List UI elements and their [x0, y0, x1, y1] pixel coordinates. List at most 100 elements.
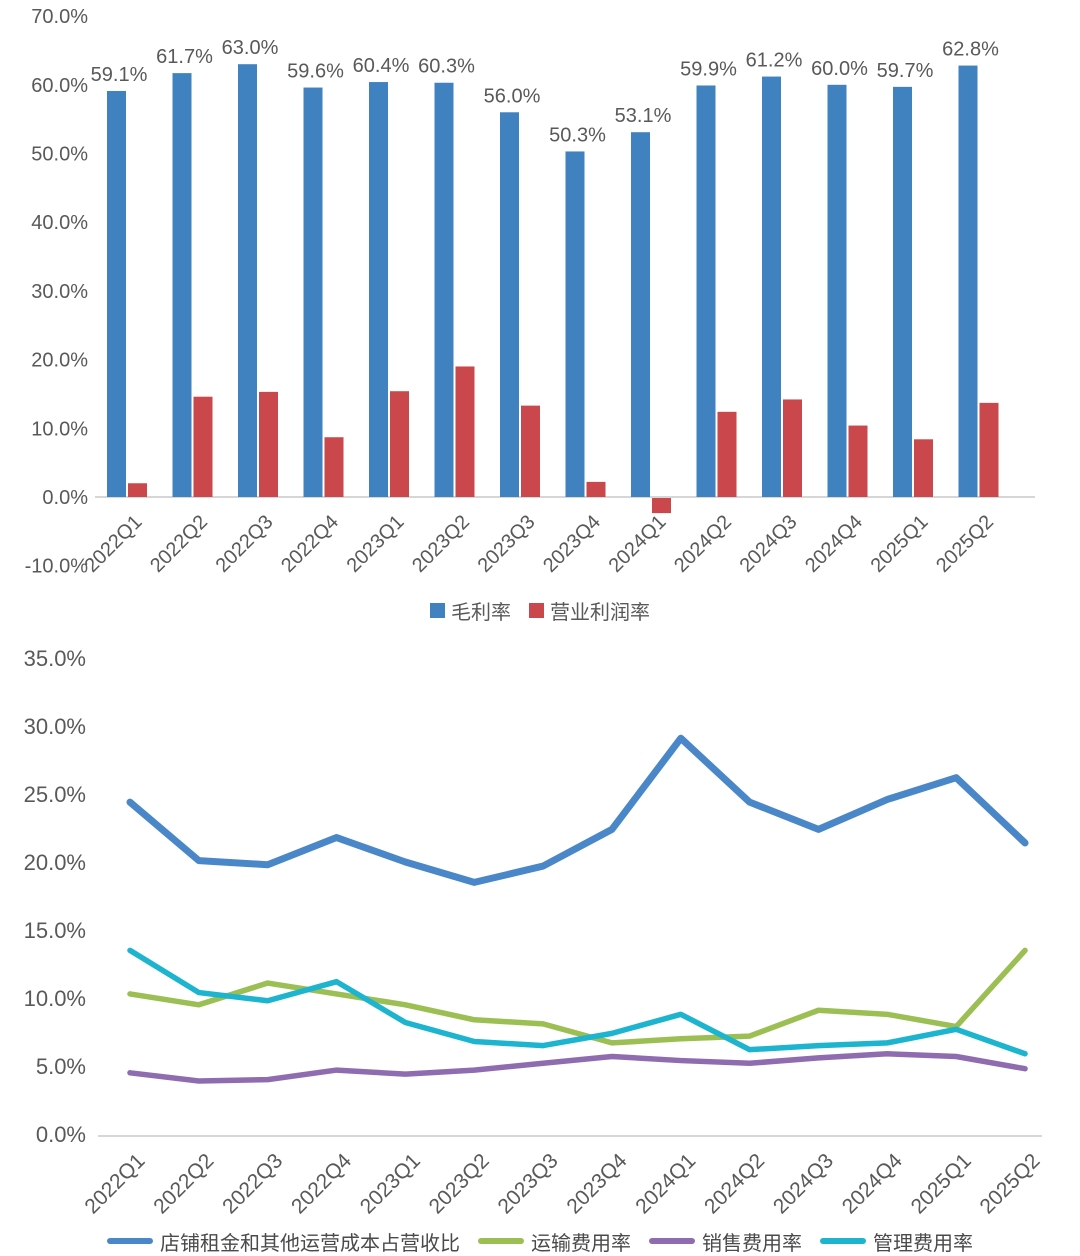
y-axis-tick-label: 20.0% [31, 350, 88, 372]
x-category-label: 2024Q2 [670, 511, 736, 577]
legend-swatch [430, 602, 445, 618]
bar-data-label: 59.9% [680, 58, 737, 80]
bar-data-label: 59.1% [91, 64, 148, 86]
bar-operating-margin [455, 366, 475, 497]
x-category-label: 2025Q2 [932, 511, 998, 577]
bar-gross-margin [303, 87, 323, 497]
bar-gross-margin [631, 132, 650, 497]
x-category-label: 2024Q2 [700, 1149, 769, 1218]
bar-operating-margin [586, 481, 606, 497]
bar-operating-margin [128, 483, 147, 497]
y-axis-tick-label: 50.0% [31, 144, 88, 166]
bar-data-label: 60.0% [811, 58, 868, 80]
bar-operating-margin [914, 439, 933, 497]
bar-operating-margin [979, 402, 999, 497]
x-category-label: 2025Q2 [975, 1149, 1044, 1218]
x-category-label: 2024Q3 [769, 1149, 838, 1218]
bar-gross-margin [434, 82, 454, 497]
x-category-label: 2022Q3 [212, 511, 278, 577]
bar-gross-margin [107, 90, 126, 497]
series-line-0 [126, 734, 1029, 886]
legend-item: 运输费用率 [478, 1227, 631, 1256]
y-axis-tick-label: 5.0% [36, 1054, 86, 1079]
x-category-label: 2022Q4 [277, 511, 343, 577]
legend-swatch [529, 602, 544, 618]
x-category-label: 2023Q3 [494, 1149, 563, 1218]
bar-operating-margin [324, 437, 344, 497]
x-category-label: 2023Q2 [425, 1149, 494, 1218]
bar-gross-margin [369, 82, 388, 497]
legend-label: 销售费用率 [702, 1232, 802, 1255]
legend-swatch [649, 1238, 695, 1244]
x-category-label: 2022Q3 [218, 1149, 287, 1218]
x-category-label: 2022Q2 [146, 511, 212, 577]
bar-data-label: 59.7% [877, 60, 934, 82]
x-category-label: 2022Q1 [80, 1149, 149, 1218]
bar-operating-margin [259, 391, 278, 497]
bar-data-label: 61.7% [156, 46, 213, 68]
bar-operating-margin [717, 411, 737, 497]
x-category-label: 2024Q4 [838, 1149, 907, 1218]
y-axis-tick-label: -10.0% [25, 556, 89, 578]
y-axis-tick-label: 10.0% [31, 418, 88, 440]
x-category-label: 2023Q4 [562, 1149, 631, 1218]
y-axis-tick-label: 30.0% [24, 714, 86, 739]
bar-data-label: 60.3% [418, 56, 475, 78]
x-category-label: 2023Q1 [356, 1149, 425, 1218]
x-category-label: 2025Q1 [907, 1149, 976, 1218]
bar-gross-margin [565, 151, 585, 497]
bar-gross-margin [893, 86, 912, 498]
y-axis-tick-label: 70.0% [31, 6, 88, 28]
bar-data-label: 56.0% [484, 85, 541, 107]
legend-label: 营业利润率 [550, 601, 650, 624]
legend-label: 店铺租金和其他运营成本占营收比 [160, 1232, 460, 1255]
x-category-label: 2024Q3 [736, 511, 802, 577]
x-category-label: 2022Q1 [81, 511, 147, 577]
legend-item: 管理费用率 [820, 1227, 973, 1256]
x-category-label: 2024Q1 [631, 1149, 700, 1218]
bar-operating-margin [193, 396, 213, 497]
series-line-1 [127, 947, 1028, 1046]
x-category-label: 2022Q4 [287, 1149, 356, 1218]
x-category-label: 2024Q1 [605, 511, 671, 577]
bar-operating-margin [848, 425, 868, 497]
y-axis-tick-label: 15.0% [24, 918, 86, 943]
x-category-label: 2023Q1 [343, 511, 409, 577]
x-category-label: 2023Q3 [474, 511, 540, 577]
bar-gross-margin [172, 73, 192, 497]
bar-gross-margin [696, 85, 716, 497]
y-axis-tick-label: 30.0% [31, 281, 88, 303]
legend-item: 店铺租金和其他运营成本占营收比 [107, 1227, 460, 1256]
y-axis-tick-label: 35.0% [24, 646, 86, 671]
series-line-3 [127, 947, 1028, 1057]
legend-item: 销售费用率 [649, 1227, 802, 1256]
x-category-label: 2024Q4 [801, 511, 867, 577]
y-axis-tick-label: 20.0% [24, 850, 86, 875]
bar-data-label: 50.3% [549, 124, 606, 146]
gross-margin-bar-chart: 70.0% 60.0% 50.0% 40.0% 30.0% 20.0% 10.0% 0.0% -… [25, 6, 1035, 578]
bar-operating-margin-negative [652, 498, 671, 514]
bar-data-label: 59.6% [287, 61, 344, 83]
line-chart-legend: 店铺租金和其他运营成本占营收比 运输费用率 销售费用率 管理费用率 [0, 1227, 1080, 1256]
bar-data-label: 60.4% [353, 55, 410, 77]
legend-item: 毛利率 [430, 596, 511, 625]
legend-item: 营业利润率 [529, 596, 650, 625]
y-axis-tick-label: 60.0% [31, 75, 88, 97]
legend-swatch [478, 1238, 524, 1244]
bar-operating-margin [390, 391, 409, 497]
expense-ratio-plot-area: 35.0%30.0%25.0%20.0%15.0%10.0%5.0%0.0%20… [24, 646, 1045, 1218]
bar-gross-margin [238, 64, 257, 497]
bar-gross-margin [827, 84, 847, 498]
gross-margin-plot-area: 70.0% 60.0% 50.0% 40.0% 30.0% 20.0% 10.0% 0.0% -… [25, 6, 1035, 578]
y-axis-tick-label: 0.0% [36, 1122, 86, 1147]
x-category-label: 2023Q2 [408, 511, 474, 577]
legend-label: 管理费用率 [873, 1232, 973, 1255]
y-axis-tick-label: 40.0% [31, 212, 88, 234]
y-axis-tick-label: 10.0% [24, 986, 86, 1011]
bar-gross-margin [500, 112, 519, 497]
bar-operating-margin [783, 399, 802, 497]
bar-data-label: 63.0% [222, 37, 279, 59]
bar-data-label: 61.2% [746, 50, 803, 72]
expense-ratio-line-chart: 35.0% 30.0% 25.0% 20.0% 15.0% 10.0% 5.0% 0.0% 20… [0, 630, 1080, 1256]
x-category-label: 2025Q1 [867, 511, 933, 577]
